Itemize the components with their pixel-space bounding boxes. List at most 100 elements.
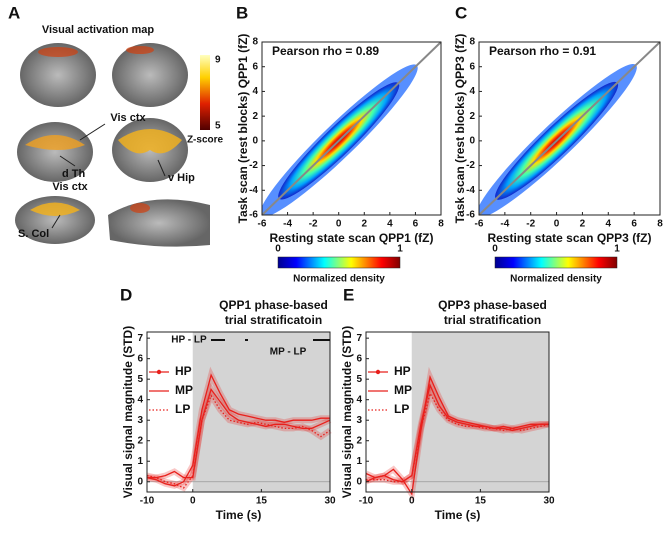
x-tick-label: 0 (190, 496, 196, 507)
x-tick-label: 15 (256, 496, 268, 507)
annotation: Pearson rho = 0.91 (489, 44, 596, 58)
x-axis-label: Time (s) (435, 508, 481, 522)
panel-title: Visual activation map (42, 24, 155, 36)
region-label: S. Col (18, 228, 49, 240)
activation (126, 46, 154, 54)
y-tick-label: 6 (469, 61, 475, 72)
chart-title: QPP1 phase-based (219, 298, 328, 312)
stimulus-shading (411, 332, 549, 492)
x-tick-label: 0 (336, 219, 342, 230)
activation (30, 202, 80, 216)
x-tick-label: -2 (309, 219, 318, 230)
y-tick-label: -2 (249, 160, 258, 171)
region-label: d Th (62, 168, 85, 180)
x-tick-label: 0 (554, 219, 560, 230)
activation (25, 135, 85, 150)
colorbar-tick-label: 5 (215, 121, 221, 132)
x-tick-label: 30 (543, 496, 555, 507)
legend-label: HP (394, 364, 411, 378)
panel-letter: C (455, 3, 467, 22)
x-tick-label: -4 (283, 219, 292, 230)
panel-letter: E (343, 285, 354, 304)
annotation: HP - LP (171, 335, 207, 346)
region-label: Vis ctx (52, 181, 88, 193)
y-tick-label: 0 (252, 135, 258, 146)
colorbar (494, 256, 618, 269)
x-tick-label: -10 (359, 496, 374, 507)
x-tick-label: 30 (324, 496, 336, 507)
colorbar-label: Z-score (187, 135, 224, 146)
legend-label: LP (175, 402, 190, 416)
y-axis-label: Task scan (rest blocks) QPP1 (fZ) (236, 34, 250, 224)
colorbar-tick-label: 1 (397, 244, 403, 255)
brain-image (17, 122, 93, 182)
x-tick-label: -6 (258, 219, 267, 230)
y-tick-label: 0 (137, 476, 143, 487)
annotation: MP - LP (270, 347, 307, 358)
y-axis-label: Visual signal magnitude (STD) (340, 326, 354, 498)
series-line (146, 394, 331, 489)
y-tick-label: -6 (249, 210, 258, 221)
colorbar-label: Normalized density (293, 274, 385, 285)
brain-image (20, 43, 96, 107)
legend-marker (156, 369, 162, 375)
y-tick-label: 4 (469, 86, 475, 97)
stimulus-shading (192, 332, 330, 492)
x-axis-label: Resting state scan QPP1 (fZ) (269, 231, 433, 245)
x-tick-label: 6 (631, 219, 637, 230)
chart-title: trial stratificatoin (225, 313, 322, 327)
y-tick-label: 2 (137, 435, 143, 446)
x-tick-label: 2 (580, 219, 586, 230)
y-tick-label: 3 (356, 415, 362, 426)
y-tick-label: -4 (249, 185, 258, 196)
series-line (147, 387, 331, 479)
region-label: v Hip (168, 172, 195, 184)
x-axis-label: Resting state scan QPP3 (fZ) (487, 231, 651, 245)
y-tick-label: -6 (466, 210, 475, 221)
y-tick-label: 8 (252, 37, 258, 48)
series-band (366, 385, 550, 485)
region-label: Vis ctx (110, 112, 146, 124)
x-tick-label: -6 (475, 219, 484, 230)
x-tick-label: 0 (409, 496, 415, 507)
y-tick-label: 6 (252, 61, 258, 72)
x-axis-label: Time (s) (216, 508, 262, 522)
x-tick-label: 8 (657, 219, 663, 230)
identity-line (478, 41, 661, 216)
plot-frame (365, 331, 550, 493)
brain-image (112, 43, 188, 107)
colorbar-tick-label: 9 (215, 55, 221, 66)
panel-letter: B (236, 3, 248, 22)
legend-label: MP (394, 383, 412, 397)
x-tick-label: -2 (526, 219, 535, 230)
y-tick-label: 2 (252, 111, 258, 122)
chart-title: trial stratification (444, 313, 541, 327)
y-axis-label: Visual signal magnitude (STD) (121, 326, 135, 498)
colorbar-label: Normalized density (510, 274, 602, 285)
y-tick-label: 6 (356, 353, 362, 364)
y-tick-label: 8 (469, 37, 475, 48)
y-tick-label: -4 (466, 185, 475, 196)
plot-frame (261, 41, 442, 216)
colorbar-tick-label: 1 (614, 244, 620, 255)
brain-image (108, 199, 210, 247)
panel-a: Visual activation map 9 5 Z-score Vis ct… (15, 24, 223, 247)
y-tick-label: 4 (137, 394, 143, 405)
activation (118, 129, 182, 154)
colorbar (277, 256, 401, 269)
y-tick-label: 1 (356, 456, 362, 467)
x-tick-label: -10 (140, 496, 155, 507)
y-tick-label: 3 (137, 415, 143, 426)
y-tick-label: 1 (137, 456, 143, 467)
series-line (365, 374, 549, 496)
y-axis-label: Task scan (rest blocks) QPP3 (fZ) (453, 34, 467, 224)
legend-label: HP (175, 364, 192, 378)
chart-title: QPP3 phase-based (438, 298, 547, 312)
series-line (146, 373, 330, 487)
x-tick-label: 15 (475, 496, 487, 507)
x-tick-label: 2 (362, 219, 368, 230)
x-tick-label: 4 (606, 219, 612, 230)
y-tick-label: 7 (137, 333, 143, 344)
colorbar-tick-label: 0 (275, 244, 281, 255)
